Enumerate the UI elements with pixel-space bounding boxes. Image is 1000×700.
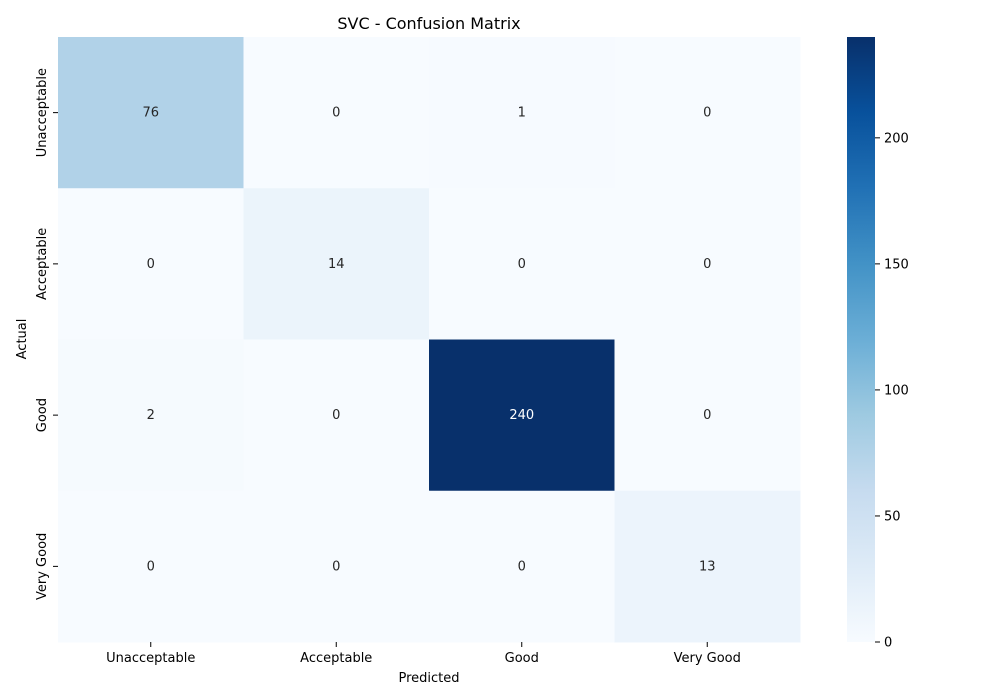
heatmap-cell	[58, 37, 244, 189]
x-tick-label: Good	[505, 651, 539, 666]
cell-value-label: 0	[147, 559, 155, 574]
heatmap-cell	[58, 339, 244, 492]
x-tick-label: Acceptable	[300, 651, 372, 666]
heatmap-cell	[429, 339, 615, 492]
cell-value-label: 240	[509, 408, 534, 423]
heatmap-cell	[614, 490, 801, 643]
heatmap-cell	[429, 188, 615, 340]
colorbar-ticks: 0 50 100 150 200	[875, 131, 909, 651]
cell-value-label: 0	[147, 257, 155, 272]
heatmap-cell	[614, 188, 801, 340]
y-tick-label: Unacceptable	[35, 68, 50, 157]
cell-value-label: 2	[147, 408, 155, 423]
colorbar	[847, 37, 875, 642]
x-tick-label: Unacceptable	[106, 651, 195, 666]
cell-value-label: 0	[518, 559, 526, 574]
heatmap-cell	[243, 339, 430, 492]
cell-value-label: 0	[332, 106, 340, 121]
heatmap-cell	[429, 490, 615, 643]
x-tick-label: Very Good	[674, 651, 741, 666]
cell-value-label: 1	[518, 106, 526, 121]
cell-value-label: 0	[332, 408, 340, 423]
heatmap-cell	[243, 188, 430, 340]
cell-value-label: 76	[142, 106, 159, 121]
cell-value-label: 0	[703, 408, 711, 423]
heatmap-cell	[614, 339, 801, 492]
heatmap-cells	[58, 37, 801, 643]
cell-value-label: 0	[703, 257, 711, 272]
cell-value-label: 13	[699, 559, 716, 574]
heatmap-cell	[243, 37, 430, 189]
y-tick-label: Acceptable	[35, 228, 50, 300]
heatmap-cell-labels: 76 0 1 0 0 14 0 0 2 0 240 0 0 0 0 13	[142, 106, 715, 575]
y-tick-label: Good	[35, 398, 50, 432]
y-axis-label: Actual	[15, 319, 30, 360]
colorbar-gradient	[847, 37, 875, 642]
cell-value-label: 0	[332, 559, 340, 574]
colorbar-tick-label: 150	[884, 257, 909, 272]
colorbar-tick-label: 200	[884, 131, 909, 146]
heatmap-cell	[614, 37, 801, 189]
heatmap-cell	[58, 490, 244, 643]
x-axis-label: Predicted	[398, 671, 459, 686]
heatmap-cell	[429, 37, 615, 189]
chart-title: SVC - Confusion Matrix	[337, 14, 520, 33]
heatmap-cell	[243, 490, 430, 643]
cell-value-label: 0	[703, 106, 711, 121]
cell-value-label: 0	[518, 257, 526, 272]
y-axis: Unacceptable Acceptable Good Very Good	[35, 68, 58, 600]
cell-value-label: 14	[328, 257, 345, 272]
colorbar-tick-label: 0	[884, 636, 892, 651]
colorbar-tick-label: 100	[884, 383, 909, 398]
x-axis: Unacceptable Acceptable Good Very Good	[106, 642, 741, 666]
y-tick-label: Very Good	[35, 533, 50, 600]
colorbar-tick-label: 50	[884, 509, 901, 524]
heatmap-cell	[58, 188, 244, 340]
